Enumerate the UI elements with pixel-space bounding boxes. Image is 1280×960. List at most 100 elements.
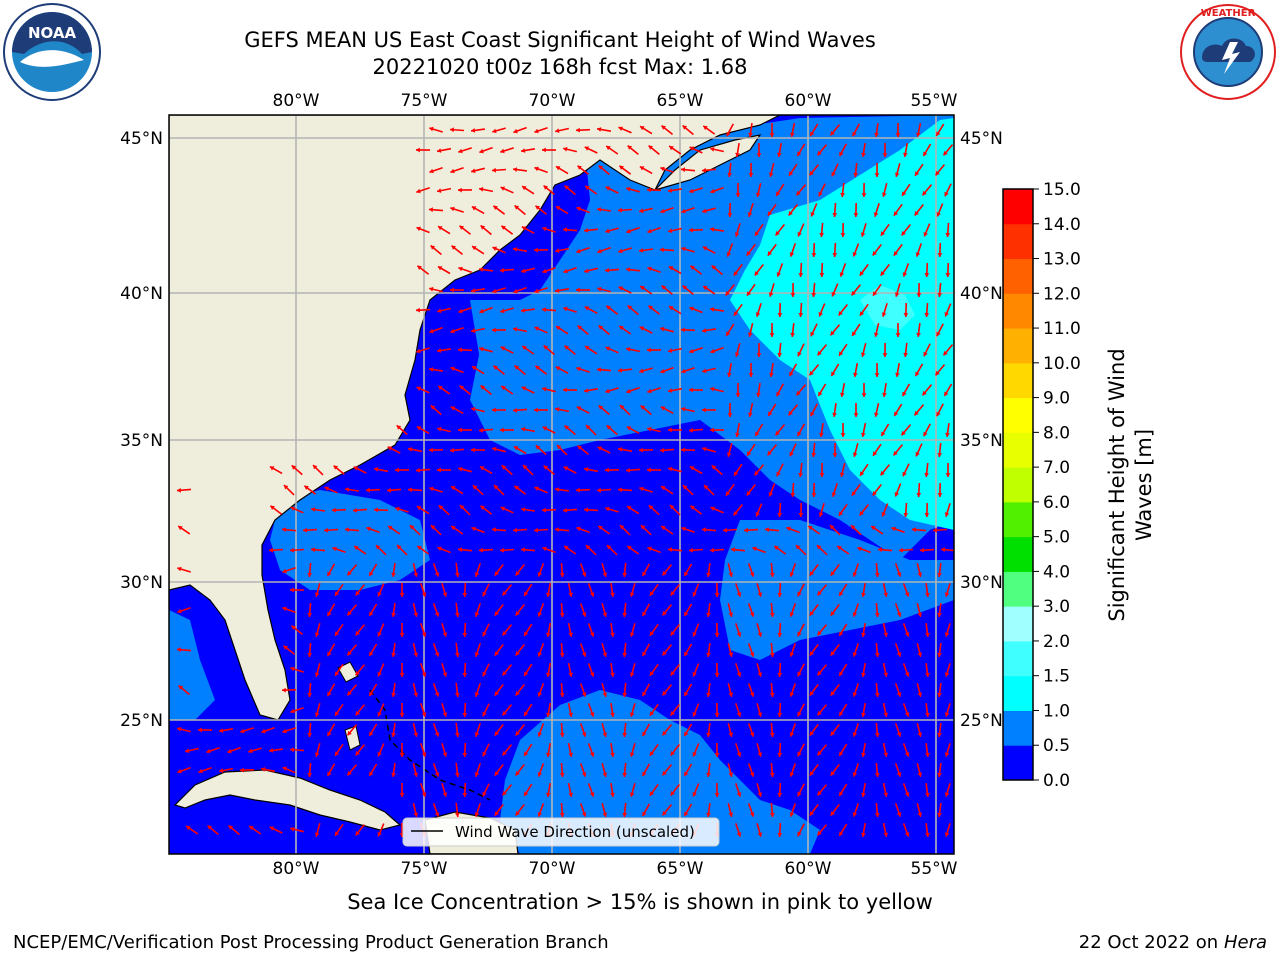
wave-direction-arrowhead [597,248,602,254]
wave-direction-arrowhead [416,226,421,232]
wave-direction-arrowhead [915,451,920,457]
wave-direction-arrowhead [377,832,382,837]
lon-tick-top: 70°W [529,91,576,111]
wave-direction-arrowhead [914,211,919,216]
wave-direction-arrowhead [522,186,527,191]
wave-direction-arrowhead [852,612,858,617]
wave-direction-arrowhead [442,592,448,597]
wave-direction-arrowhead [726,131,731,137]
wave-direction-arrowhead [735,193,741,197]
wave-direction-arrowhead [581,572,587,577]
wave-direction-arrowhead [639,326,645,331]
wave-direction-arrowhead [681,368,686,374]
wave-direction-arrowhead [670,671,675,676]
wave-direction-arrowhead [500,506,505,511]
wave-direction-arrowhead [474,732,480,737]
wave-direction-arrowhead [597,127,602,132]
wave-direction-arrowhead [327,571,332,577]
wave-direction-arrowhead [568,592,573,597]
colorbar-segment [1003,710,1033,746]
wave-direction-arrowhead [777,753,783,757]
wave-direction-arrowhead [290,506,295,511]
wave-direction-arrowhead [290,826,295,832]
wave-direction-arrowhead [755,512,760,517]
wave-direction-arrowhead [809,731,814,736]
wave-direction-arrowhead [923,151,928,156]
wave-direction-arrowhead [524,631,529,636]
wave-direction-arrowhead [831,292,836,297]
wave-direction-arrowhead [669,146,674,151]
wave-direction-arrowhead [747,212,753,217]
wave-direction-arrowhead [434,652,440,657]
wave-direction-arrowhead [542,386,547,392]
wave-direction-arrowhead [692,712,697,717]
wave-direction-arrowhead [581,772,587,777]
wave-direction-arrowhead [904,832,910,837]
wave-direction-arrowhead [937,772,942,777]
wave-direction-arrowhead [640,405,646,410]
wave-direction-arrowhead [602,572,608,577]
wave-direction-arrowhead [937,652,942,657]
wave-direction-arrowhead [629,632,635,637]
wave-direction-arrowhead [513,128,518,134]
wave-direction-arrowhead [937,612,942,617]
wave-direction-arrowhead [728,812,734,817]
wave-direction-arrowhead [515,731,520,736]
wave-direction-arrowhead [681,208,686,214]
wave-direction-arrowhead [904,792,910,797]
colorbar-segment [1003,467,1033,503]
wave-direction-arrowhead [917,812,923,817]
wave-direction-arrowhead [937,812,942,817]
wave-direction-arrowhead [501,465,507,470]
wave-direction-arrowhead [559,693,565,697]
wave-direction-arrowhead [684,811,689,816]
wave-direction-arrowhead [434,572,440,577]
wave-direction-arrowhead [896,612,902,617]
wave-direction-arrowhead [710,147,715,152]
wave-direction-arrowhead [269,547,273,553]
wave-direction-arrowhead [748,412,753,417]
wave-direction-arrowhead [324,527,328,533]
wave-direction-arrowhead [893,251,898,256]
wave-direction-arrowhead [790,132,795,137]
wave-direction-arrowhead [702,527,706,533]
wave-direction-arrowhead [726,331,731,336]
wave-direction-arrowhead [442,752,448,757]
wave-direction-arrowhead [618,286,624,291]
wave-direction-arrowhead [874,173,880,177]
wave-direction-arrowhead [788,211,793,216]
wave-direction-arrowhead [839,831,844,836]
wave-direction-arrowhead [311,507,316,512]
wave-direction-arrowhead [838,311,843,316]
wave-direction-arrowhead [936,131,941,136]
wave-direction-arrowhead [702,328,707,333]
wave-direction-arrowhead [480,385,486,390]
wave-direction-arrowhead [347,730,352,736]
wave-direction-arrowhead [871,526,876,531]
wave-direction-arrowhead [728,772,734,777]
wave-direction-arrowhead [830,571,835,576]
wave-direction-arrowhead [706,732,711,737]
lon-tick-top: 65°W [657,91,704,111]
wave-direction-arrowhead [727,172,732,177]
nws-logo-icon: WEATHER [1180,4,1276,100]
wave-direction-arrowhead [618,248,623,254]
wave-direction-arrowhead [434,732,440,737]
wave-direction-arrowhead [662,730,667,736]
wave-direction-arrowhead [755,431,760,436]
wave-direction-arrowhead [291,625,296,630]
wave-direction-arrowhead [369,731,374,736]
wave-direction-arrowhead [395,506,400,512]
wave-direction-arrowhead [413,732,419,737]
wave-direction-arrowhead [690,505,695,510]
wave-direction-arrowhead [894,411,899,416]
colorbar-segment [1003,571,1033,607]
wave-direction-arrowhead [882,153,888,157]
wave-direction-arrowhead [689,227,693,233]
wave-direction-arrowhead [736,672,742,677]
wave-direction-arrowhead [914,410,919,416]
wave-direction-arrowhead [442,712,448,717]
wave-direction-arrowhead [377,712,382,717]
wave-direction-arrowhead [576,487,580,493]
wave-direction-arrowhead [377,672,382,677]
